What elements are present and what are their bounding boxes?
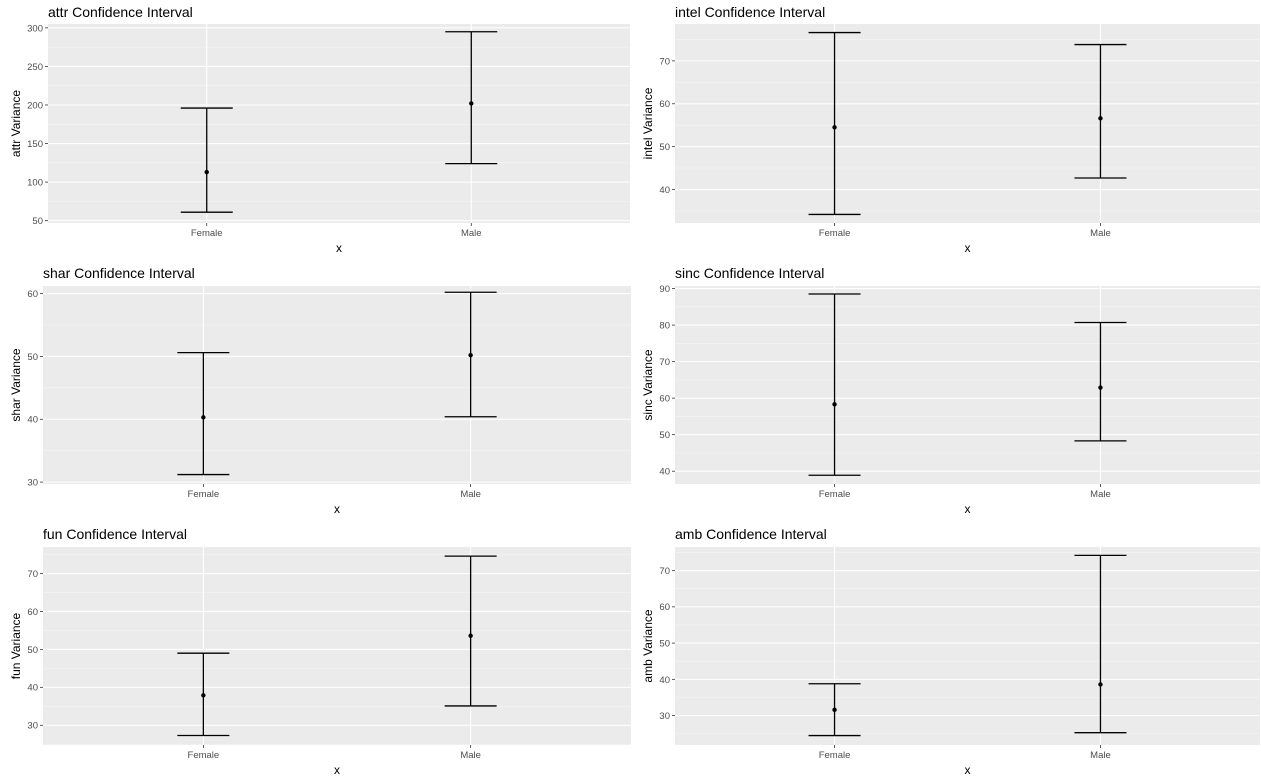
x-axis-title: x — [334, 502, 340, 516]
y-tick-label: 50 — [27, 352, 38, 363]
y-tick-label: 70 — [27, 569, 38, 580]
x-axis-title: x — [965, 502, 971, 516]
point-female — [201, 693, 206, 698]
x-axis-title: x — [334, 763, 340, 777]
point-male — [1098, 385, 1103, 390]
y-tick-label: 60 — [659, 602, 670, 613]
point-female — [832, 402, 837, 407]
panel-background — [675, 547, 1260, 745]
point-male — [468, 352, 473, 358]
chart-title: intel Confidence Interval — [675, 4, 825, 20]
panel-background — [675, 24, 1260, 223]
x-axis-title: x — [965, 241, 971, 255]
y-tick-label: 40 — [659, 185, 670, 196]
y-tick-label: 50 — [659, 142, 670, 153]
y-tick-label: 60 — [659, 394, 670, 405]
chart-title: amb Confidence Interval — [675, 526, 827, 542]
point-male — [1098, 682, 1103, 687]
panel-background — [43, 547, 631, 745]
y-tick-label: 250 — [27, 62, 43, 73]
y-tick-label: 50 — [27, 645, 38, 656]
y-tick-label: 70 — [659, 56, 670, 67]
x-tick-label: Female — [819, 228, 851, 239]
y-tick-label: 150 — [27, 139, 43, 150]
y-tick-label: 30 — [659, 711, 670, 722]
point-female — [832, 707, 837, 713]
chart-panel-2: 40 50 60 70 Female Male intel Confidence Inter… — [641, 4, 1260, 255]
y-tick-label: 40 — [27, 683, 38, 694]
y-tick-label: 70 — [659, 566, 670, 577]
y-tick-label: 70 — [659, 357, 670, 368]
chart-panel-4: 40 50 60 70 80 90 Female Male sinc Confidence In… — [641, 265, 1260, 516]
x-tick-label: Male — [460, 489, 481, 500]
chart-title: attr Confidence Interval — [48, 4, 193, 20]
x-tick-label: Female — [188, 750, 220, 761]
x-tick-label: Male — [460, 750, 481, 761]
y-tick-label: 50 — [32, 216, 43, 227]
x-tick-label: Male — [1090, 750, 1111, 761]
y-tick-label: 40 — [659, 675, 670, 686]
x-axis-title: x — [336, 241, 342, 255]
y-axis-title: intel Variance — [641, 87, 655, 159]
y-tick-label: 100 — [27, 178, 43, 189]
y-axis-title: sinc Variance — [641, 349, 655, 420]
y-tick-label: 300 — [27, 23, 43, 34]
chart-panel-6: 30 40 50 60 70 Female Male amb Confidence Inter… — [641, 526, 1260, 777]
chart-title: fun Confidence Interval — [43, 526, 187, 542]
x-tick-label: Male — [1090, 489, 1111, 500]
x-tick-label: Female — [819, 489, 851, 500]
y-tick-label: 90 — [659, 284, 670, 295]
point-female — [832, 125, 837, 130]
y-tick-label: 60 — [27, 289, 38, 300]
x-tick-label: Female — [188, 489, 220, 500]
point-male — [469, 101, 474, 106]
x-tick-label: Male — [461, 228, 482, 239]
y-axis-title: fun Variance — [9, 612, 23, 679]
y-tick-label: 50 — [659, 638, 670, 649]
panel-background — [675, 286, 1260, 484]
y-tick-label: 60 — [27, 607, 38, 618]
point-male — [1098, 116, 1103, 121]
y-axis-title: amb Variance — [641, 609, 655, 682]
chart-title: sinc Confidence Interval — [675, 265, 824, 281]
y-tick-label: 200 — [27, 100, 43, 111]
y-tick-label: 30 — [27, 478, 38, 489]
panel-background — [48, 24, 630, 223]
x-tick-label: Female — [191, 228, 223, 239]
chart-panel-5: 30 40 50 60 70 Female Male fun Confidence Inter… — [9, 526, 631, 777]
y-tick-label: 60 — [659, 99, 670, 110]
y-tick-label: 80 — [659, 320, 670, 331]
point-male — [468, 633, 473, 638]
point-female — [204, 169, 209, 175]
point-female — [201, 415, 206, 420]
chart-panel-3: 30 40 50 60 Female Male shar Confidence Interv… — [9, 265, 631, 516]
y-axis-title: attr Variance — [9, 90, 23, 157]
y-tick-label: 40 — [659, 467, 670, 478]
chart-title: shar Confidence Interval — [43, 265, 195, 281]
x-tick-label: Female — [819, 750, 851, 761]
y-tick-label: 40 — [27, 415, 38, 426]
x-tick-label: Male — [1090, 228, 1111, 239]
chart-panel-1: 50 100 150 200 250 300 Female Male attr Confiden… — [9, 4, 630, 255]
y-axis-title: shar Variance — [9, 348, 23, 421]
panel-background — [43, 286, 631, 484]
x-axis-title: x — [965, 763, 971, 777]
y-tick-label: 50 — [659, 430, 670, 441]
y-tick-label: 30 — [27, 721, 38, 732]
